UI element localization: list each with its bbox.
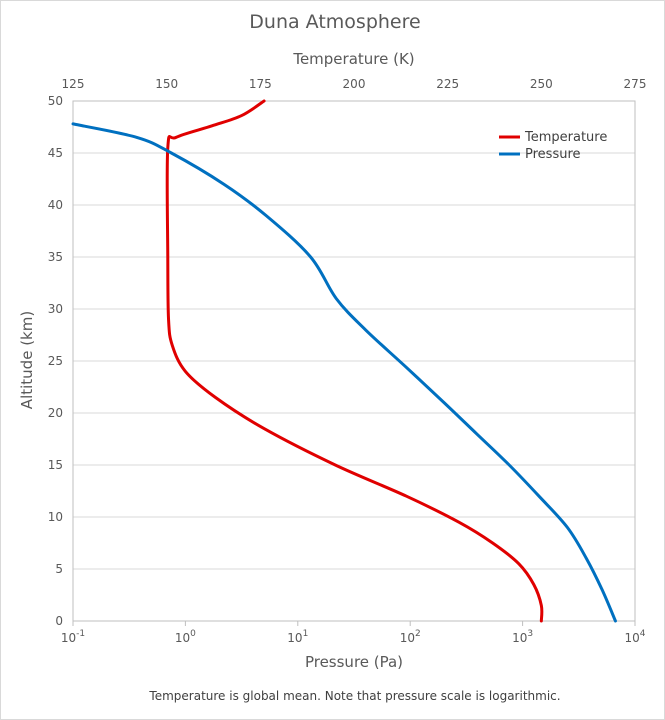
gridlines <box>73 100 635 622</box>
top-tick-labels: 125 150 175 200 225 250 275 <box>62 77 647 91</box>
bottom-tick-label: 103 <box>512 629 533 645</box>
y-tick-label: 5 <box>55 562 63 576</box>
footnote: Temperature is global mean. Note that pr… <box>148 689 560 703</box>
chart-title: Duna Atmosphere <box>249 11 420 33</box>
y-tick-label: 40 <box>48 198 63 212</box>
top-tick-label: 250 <box>530 77 553 91</box>
bottom-tick-label: 102 <box>400 629 421 645</box>
temperature-legend-label: Temperature <box>524 130 607 145</box>
bottom-tick-label: 10-1 <box>61 629 85 645</box>
y-tick-label: 15 <box>48 458 63 472</box>
y-tick-label: 35 <box>48 250 63 264</box>
bottom-tick-label: 100 <box>175 629 196 645</box>
y-tick-label: 45 <box>48 146 63 160</box>
bottom-tick-label: 104 <box>624 629 645 645</box>
plot-area <box>72 100 636 622</box>
pressure-legend-label: Pressure <box>525 147 581 162</box>
legend: Temperature Pressure <box>499 130 607 162</box>
top-tick-label: 275 <box>624 77 647 91</box>
y-tick-label: 50 <box>48 94 63 108</box>
temperature-series-line <box>165 99 544 623</box>
y-axis-title: Altitude (km) <box>18 311 36 409</box>
bottom-tick-label: 101 <box>287 629 308 645</box>
y-tick-label: 10 <box>48 510 63 524</box>
y-tick-label: 20 <box>48 406 63 420</box>
y-tick-labels: 0 5 10 15 20 25 30 35 40 45 50 <box>48 94 63 628</box>
top-tick-label: 225 <box>436 77 459 91</box>
y-tick-label: 0 <box>55 614 63 628</box>
top-tick-label: 125 <box>62 77 85 91</box>
bottom-tick-labels: 10-1 100 101 102 103 104 <box>61 621 646 645</box>
y-tick-label: 30 <box>48 302 63 316</box>
y-tick-label: 25 <box>48 354 63 368</box>
top-tick-label: 200 <box>343 77 366 91</box>
top-tick-label: 150 <box>155 77 178 91</box>
series-lines <box>71 99 617 623</box>
pressure-series-line <box>71 122 617 623</box>
top-tick-label: 175 <box>249 77 272 91</box>
top-axis-title: Temperature (K) <box>292 50 414 68</box>
bottom-axis-title: Pressure (Pa) <box>305 653 403 671</box>
